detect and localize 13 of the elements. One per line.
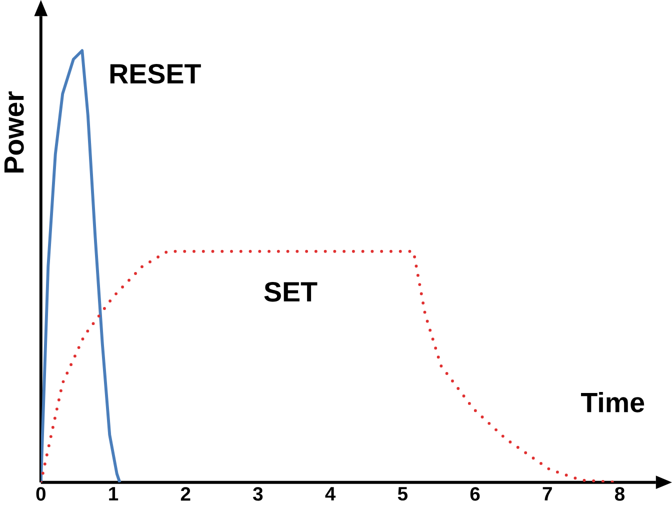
series-label: RESET — [110, 64, 201, 84]
y-axis-title: Power — [4, 91, 24, 172]
x-tick-label: 0 — [36, 486, 46, 501]
x-tick-label: 2 — [180, 486, 190, 500]
x-tick-label: 6 — [470, 486, 480, 501]
series-label: SET — [264, 282, 318, 302]
x-tick-label: 5 — [398, 486, 408, 500]
x-tick-label: 4 — [325, 486, 336, 500]
x-axis-title: Time — [580, 392, 644, 412]
x-tick-label: 7 — [542, 486, 552, 500]
x-tick-label: 8 — [614, 486, 625, 501]
x-tick-label: 3 — [253, 486, 263, 501]
x-tick-label: 1 — [109, 486, 118, 500]
